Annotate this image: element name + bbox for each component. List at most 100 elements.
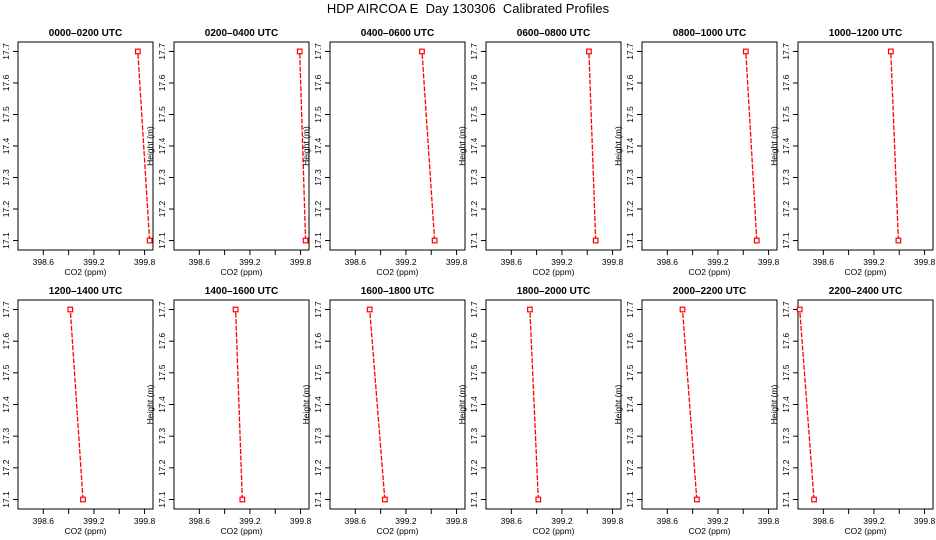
y-tick-label: 17.5: [313, 364, 323, 381]
y-tick-label: 17.6: [1, 333, 11, 350]
y-axis-label: Height (m): [145, 385, 155, 425]
series-line: [421, 51, 436, 241]
x-tick-label: 399.8: [758, 257, 780, 267]
y-tick-label: 17.4: [469, 137, 479, 154]
y-tick-label: 17.3: [625, 428, 635, 445]
y-tick-label: 17.3: [1, 428, 11, 445]
data-point: [796, 306, 803, 313]
series-line: [890, 51, 900, 241]
x-tick-label: 399.8: [914, 257, 936, 267]
x-tick-label: 399.8: [602, 257, 624, 267]
chart-panel: 1600–1800 UTC 398.6 399.2 399.8 CO2 (ppm) 17.…: [301, 286, 467, 536]
y-tick-label: 17.3: [469, 428, 479, 445]
y-tick-label: 17.2: [313, 200, 323, 217]
data-point: [134, 48, 141, 55]
x-tick-label: 399.2: [551, 516, 573, 526]
y-tick-label: 17.5: [781, 364, 791, 381]
x-tick-label: 399.8: [446, 516, 468, 526]
data-point: [67, 306, 74, 313]
y-tick-label: 17.2: [1, 459, 11, 476]
y-tick-label: 17.6: [313, 333, 323, 350]
x-axis-label: CO2 (ppm): [688, 267, 730, 277]
data-point: [592, 237, 599, 244]
y-axis-label: Height (m): [457, 385, 467, 425]
y-tick-label: 17.6: [313, 74, 323, 91]
y-tick-label: 17.7: [157, 301, 167, 318]
data-point: [693, 496, 700, 503]
y-tick-label: 17.7: [313, 301, 323, 318]
series-line: [369, 309, 386, 500]
x-axis-label: CO2 (ppm): [220, 526, 262, 536]
x-tick-label: 399.2: [83, 257, 105, 267]
data-point: [232, 306, 239, 313]
data-point: [239, 496, 246, 503]
x-tick-label: 399.2: [239, 257, 261, 267]
y-tick-label: 17.1: [313, 491, 323, 508]
data-point: [679, 306, 686, 313]
series-line: [588, 51, 597, 241]
y-tick-label: 17.1: [469, 491, 479, 508]
y-tick-label: 17.2: [625, 459, 635, 476]
x-axis-label: CO2 (ppm): [844, 526, 886, 536]
plot-frame: [797, 299, 934, 510]
x-axis-label: CO2 (ppm): [376, 267, 418, 277]
panel-title: 1600–1800 UTC: [361, 286, 434, 297]
y-tick-label: 17.4: [625, 396, 635, 413]
y-tick-label: 17.2: [781, 200, 791, 217]
x-axis-label: CO2 (ppm): [220, 267, 262, 277]
data-point: [895, 237, 902, 244]
chart-panel: 0200–0400 UTC 398.6 399.2 399.8 CO2 (ppm) 17.…: [145, 28, 311, 277]
plot-frame: [485, 299, 622, 510]
chart-panel: 1200–1400 UTC 398.6 399.2 399.8 CO2 (ppm) 17.…: [1, 286, 156, 536]
y-tick-label: 17.4: [157, 396, 167, 413]
y-tick-label: 17.2: [313, 459, 323, 476]
panel-title: 1000–1200 UTC: [829, 28, 902, 39]
x-tick-label: 398.6: [501, 257, 523, 267]
series-line: [69, 309, 84, 500]
y-tick-label: 17.4: [313, 396, 323, 413]
y-tick-label: 17.1: [157, 232, 167, 249]
y-tick-label: 17.5: [469, 364, 479, 381]
series-line: [529, 309, 539, 500]
y-tick-label: 17.7: [625, 301, 635, 318]
y-tick-label: 17.3: [157, 169, 167, 186]
x-tick-label: 399.2: [395, 516, 417, 526]
x-tick-label: 398.6: [33, 257, 55, 267]
series-line: [234, 309, 243, 500]
panel-title: 1200–1400 UTC: [49, 286, 122, 297]
x-axis-label: CO2 (ppm): [532, 267, 574, 277]
chart-panel: 0000–0200 UTC 398.6 399.2 399.8 CO2 (ppm) 17.…: [1, 28, 156, 277]
plot-frame: [641, 299, 778, 510]
y-tick-label: 17.1: [625, 491, 635, 508]
y-tick-label: 17.4: [781, 396, 791, 413]
data-point: [535, 496, 542, 503]
x-axis-label: CO2 (ppm): [64, 267, 106, 277]
y-tick-label: 17.6: [157, 74, 167, 91]
data-point: [526, 306, 533, 313]
y-tick-label: 17.3: [157, 428, 167, 445]
y-tick-label: 17.5: [157, 106, 167, 123]
y-tick-label: 17.5: [469, 106, 479, 123]
y-axis-label: Height (m): [457, 126, 467, 166]
x-tick-label: 399.8: [134, 257, 156, 267]
data-point: [742, 48, 749, 55]
y-tick-label: 17.4: [157, 137, 167, 154]
panel-title: 2000–2200 UTC: [673, 286, 746, 297]
x-tick-label: 398.6: [345, 516, 367, 526]
y-axis-label: Height (m): [613, 385, 623, 425]
y-tick-label: 17.7: [781, 43, 791, 60]
x-tick-label: 398.6: [189, 257, 211, 267]
data-point: [887, 48, 894, 55]
plot-frame: [329, 299, 466, 510]
y-tick-label: 17.6: [1, 74, 11, 91]
x-tick-label: 399.2: [239, 516, 261, 526]
x-tick-label: 399.8: [914, 516, 936, 526]
data-point: [381, 496, 388, 503]
x-tick-label: 399.8: [134, 516, 156, 526]
y-tick-label: 17.7: [157, 43, 167, 60]
x-tick-label: 398.6: [345, 257, 367, 267]
chart-panel: 2200–2400 UTC 398.6 399.2 399.8 CO2 (ppm) 17.…: [769, 286, 935, 536]
x-tick-label: 398.6: [657, 516, 679, 526]
y-tick-label: 17.5: [157, 364, 167, 381]
y-tick-label: 17.3: [1, 169, 11, 186]
